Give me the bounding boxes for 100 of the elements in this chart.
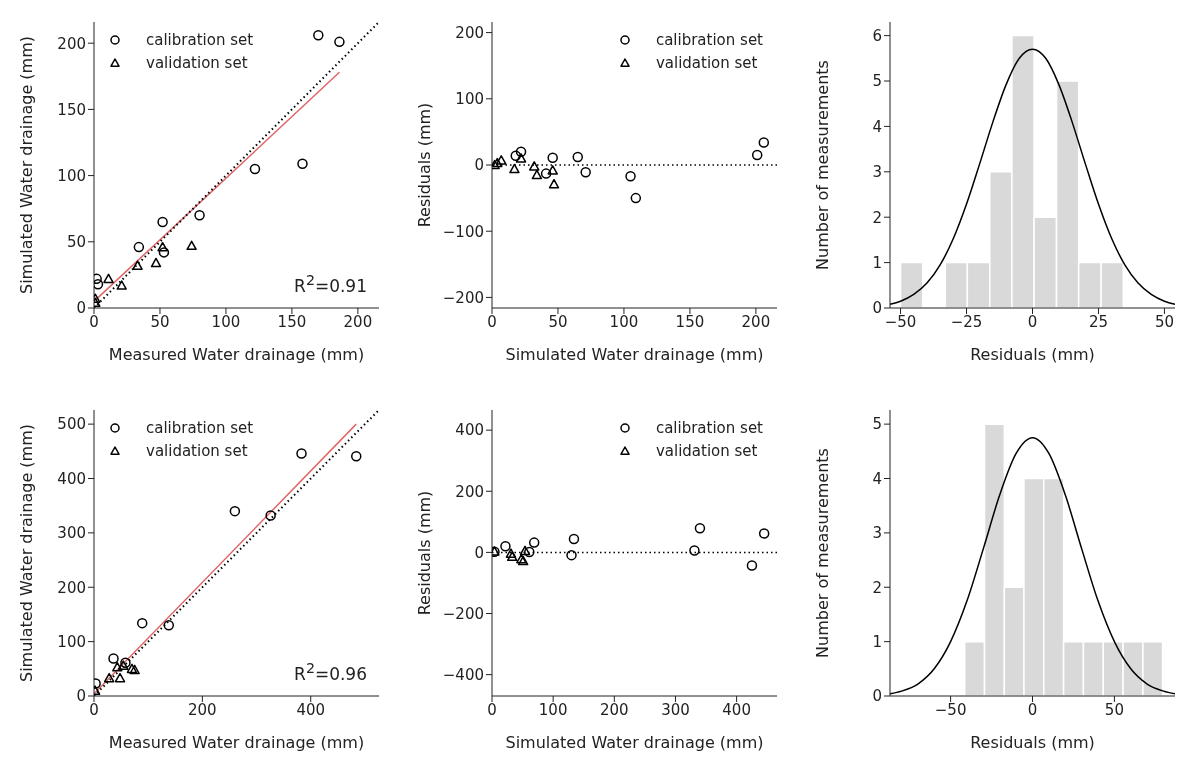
x-axis-title: Measured Water drainage (mm) [108, 733, 365, 752]
point [547, 165, 558, 175]
x-tick-label: 0 [1027, 312, 1038, 331]
y-tick-label: 5 [872, 415, 882, 434]
x-tick-label: 200 [600, 700, 629, 719]
point [163, 620, 175, 631]
point [580, 167, 591, 178]
point [116, 280, 127, 290]
x-tick-label: 100 [211, 312, 241, 331]
x-tick-label: 0 [1027, 700, 1038, 719]
point [136, 617, 148, 629]
point [157, 241, 168, 252]
x-axis-title: Residuals (mm) [970, 345, 1095, 364]
x-tick-label: −50 [934, 700, 967, 719]
y-tick-label: 0 [76, 299, 86, 318]
y-tick-label: 3 [872, 163, 882, 182]
y-tick-label: 0 [474, 156, 484, 175]
point [150, 257, 162, 268]
point [572, 151, 584, 163]
y-tick-label: 0 [872, 687, 882, 706]
y-tick-label: 2 [872, 578, 882, 597]
point [186, 240, 197, 251]
point [505, 548, 517, 558]
y-tick-label: 100 [57, 166, 86, 185]
y-tick-label: 5 [872, 72, 882, 91]
x-axis-title: Simulated Water drainage (mm) [505, 733, 764, 752]
point [133, 241, 145, 253]
x-axis-title: Residuals (mm) [970, 733, 1095, 752]
point [751, 149, 763, 161]
x-tick-label: 50 [1104, 700, 1124, 719]
legend-label: validation set [655, 53, 758, 72]
x-tick-label: 150 [675, 312, 705, 331]
y-tick-label: 300 [57, 524, 86, 543]
point [103, 273, 114, 284]
y-axis-title: Number of measurements [812, 60, 832, 270]
annotation: R$^{2}$=0.91 [294, 272, 367, 296]
point [548, 178, 560, 189]
point [528, 161, 540, 171]
x-tick-label: 0 [487, 700, 497, 719]
point [158, 247, 170, 258]
x-tick-label: −25 [950, 312, 983, 331]
legend-label: calibration set [655, 418, 763, 437]
y-tick-label: 200 [455, 23, 484, 42]
point [103, 672, 115, 683]
point [540, 168, 552, 179]
point [108, 653, 119, 664]
y-tick-label: 100 [57, 632, 86, 651]
point [515, 146, 527, 158]
x-axis-title: Measured Water drainage (mm) [108, 345, 365, 364]
y-tick-label: 0 [76, 687, 86, 706]
point [495, 155, 507, 165]
point [531, 169, 543, 180]
point [547, 152, 558, 163]
y-tick-label: −200 [442, 288, 484, 307]
y-tick-label: 500 [57, 415, 86, 434]
point [500, 541, 511, 552]
x-tick-label: 150 [277, 312, 307, 331]
point [229, 505, 241, 517]
point [350, 450, 362, 462]
point [758, 528, 770, 539]
y-tick-label: 150 [57, 100, 86, 119]
point [132, 260, 143, 270]
y-axis-title: Residuals (mm) [414, 490, 434, 616]
y-tick-label: 200 [57, 578, 86, 597]
point [94, 278, 104, 290]
x-tick-label: −50 [884, 312, 917, 331]
y-tick-label: 200 [57, 34, 86, 53]
point [506, 551, 518, 562]
point [746, 560, 758, 571]
point [519, 545, 531, 556]
x-tick-label: 100 [609, 312, 639, 331]
point [689, 545, 700, 556]
y-axis-title: Simulated Water drainage (mm) [16, 36, 36, 294]
point [194, 210, 205, 221]
y-axis-title: Residuals (mm) [414, 102, 434, 228]
x-tick-label: 50 [548, 312, 568, 331]
point [510, 150, 521, 161]
point [625, 171, 636, 182]
point [112, 661, 123, 672]
point [297, 158, 308, 169]
legend-label: calibration set [655, 30, 763, 49]
x-axis-title: Simulated Water drainage (mm) [505, 345, 764, 364]
point [694, 523, 706, 534]
point [566, 549, 577, 561]
y-tick-label: 6 [872, 26, 882, 45]
x-tick-label: 50 [1154, 312, 1174, 331]
point [509, 163, 520, 174]
y-tick-label: 200 [455, 482, 484, 501]
legend-label: validation set [146, 53, 248, 72]
y-tick-label: 0 [872, 299, 882, 318]
x-tick-label: 0 [89, 700, 99, 719]
point [157, 216, 168, 228]
point [249, 163, 261, 175]
legend-label: calibration set [146, 418, 254, 437]
y-tick-label: 1 [872, 632, 882, 651]
y-tick-label: 3 [872, 524, 882, 543]
x-tick-label: 300 [661, 700, 690, 719]
point [758, 137, 770, 148]
point [114, 672, 126, 683]
legend-label: validation set [655, 441, 758, 460]
